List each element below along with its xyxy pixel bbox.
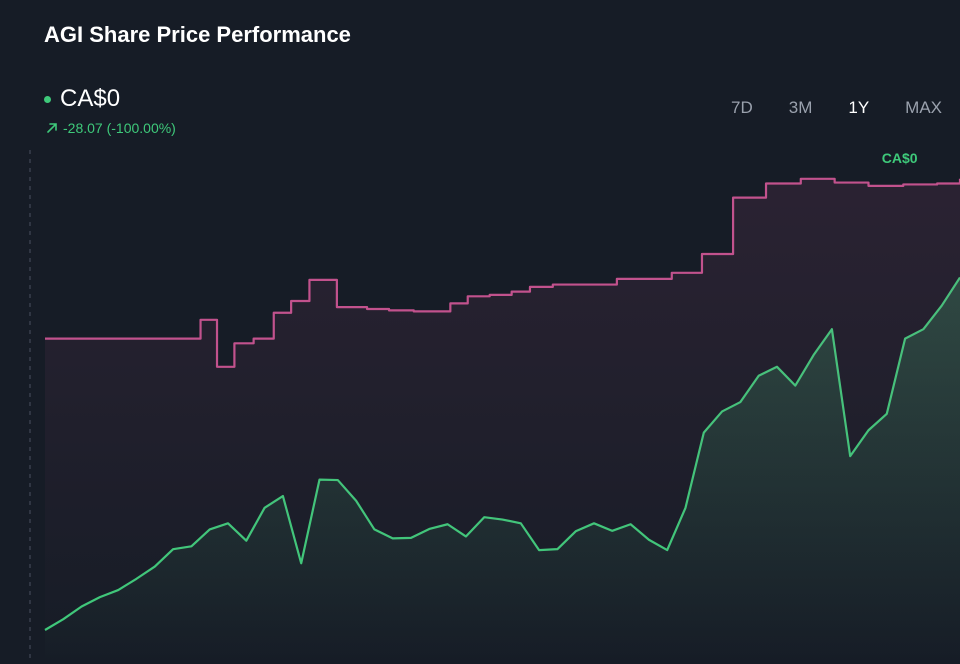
page-title: AGI Share Price Performance [44, 22, 351, 47]
series-2-line [45, 177, 960, 368]
price-status-dot [44, 95, 51, 103]
price-chart: CA$0 [29, 150, 960, 664]
series-2-area [45, 178, 960, 664]
current-price: CA$0 [44, 85, 120, 113]
price-change: -28.07 (-100.00%) [46, 120, 176, 136]
time-range-tabs: 7D 3M 1Y MAX [731, 98, 942, 118]
price-value: CA$0 [60, 85, 121, 112]
tab-1y[interactable]: 1Y [848, 98, 870, 117]
series-end-label: CA$0 [882, 150, 918, 166]
tab-max[interactable]: MAX [905, 98, 942, 117]
tab-7d[interactable]: 7D [731, 98, 753, 117]
price-change-value: -28.07 (-100.00%) [63, 120, 176, 136]
arrow-up-right-icon [46, 122, 58, 134]
tab-3m[interactable]: 3M [788, 98, 813, 117]
